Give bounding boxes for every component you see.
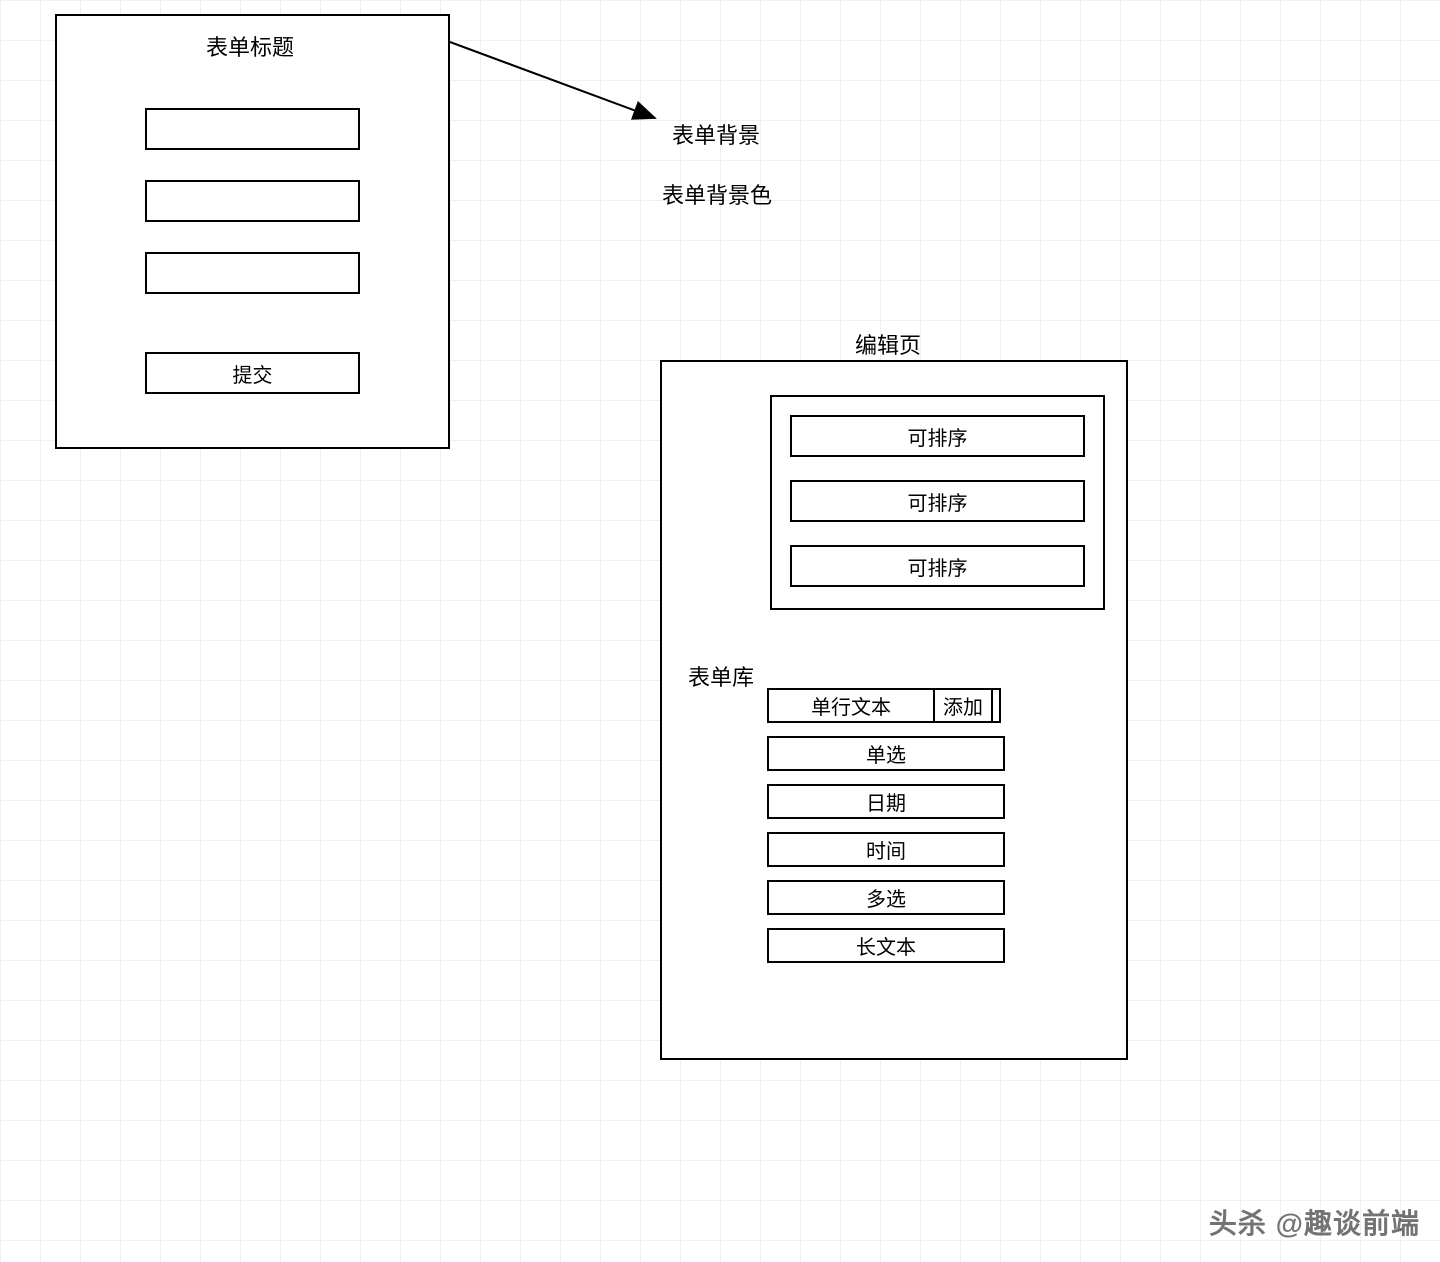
library-item-label: 多选 (866, 883, 906, 912)
library-item-checkbox[interactable]: 多选 (767, 880, 1005, 915)
form-bg-label: 表单背景 (672, 118, 760, 150)
library-item-label: 单行文本 (811, 691, 891, 720)
add-button-label: 添加 (943, 691, 983, 720)
library-item-single-text[interactable]: 单行文本 (767, 688, 935, 723)
form-field-2[interactable] (145, 180, 360, 222)
editor-title: 编辑页 (855, 328, 921, 360)
library-item-label: 时间 (866, 835, 906, 864)
library-item-time[interactable]: 时间 (767, 832, 1005, 867)
sortable-item-2[interactable]: 可排序 (790, 480, 1085, 522)
form-bgcolor-label: 表单背景色 (662, 178, 772, 210)
submit-button[interactable]: 提交 (145, 352, 360, 394)
sortable-item-3[interactable]: 可排序 (790, 545, 1085, 587)
form-field-1[interactable] (145, 108, 360, 150)
diagram-canvas: 表单标题 提交 表单背景 表单背景色 编辑页 可排序 可排序 可排序 表单库 单… (0, 0, 1440, 1262)
library-item-radio[interactable]: 单选 (767, 736, 1005, 771)
add-button[interactable]: 添加 (933, 688, 993, 723)
library-title: 表单库 (688, 660, 754, 692)
sortable-item-label: 可排序 (908, 552, 968, 581)
sortable-item-label: 可排序 (908, 422, 968, 451)
library-item-label: 长文本 (856, 931, 916, 960)
library-item-label: 单选 (866, 739, 906, 768)
library-item-longtext[interactable]: 长文本 (767, 928, 1005, 963)
library-item-date[interactable]: 日期 (767, 784, 1005, 819)
sortable-item-label: 可排序 (908, 487, 968, 516)
library-row-single-text: 单行文本 添加 (767, 688, 1001, 723)
sortable-item-1[interactable]: 可排序 (790, 415, 1085, 457)
form-field-3[interactable] (145, 252, 360, 294)
library-extra-bar (991, 688, 1001, 723)
form-title: 表单标题 (175, 30, 325, 62)
library-item-label: 日期 (866, 787, 906, 816)
submit-button-label: 提交 (233, 359, 273, 388)
watermark: 头杀 @趣谈前端 (1209, 1202, 1420, 1242)
